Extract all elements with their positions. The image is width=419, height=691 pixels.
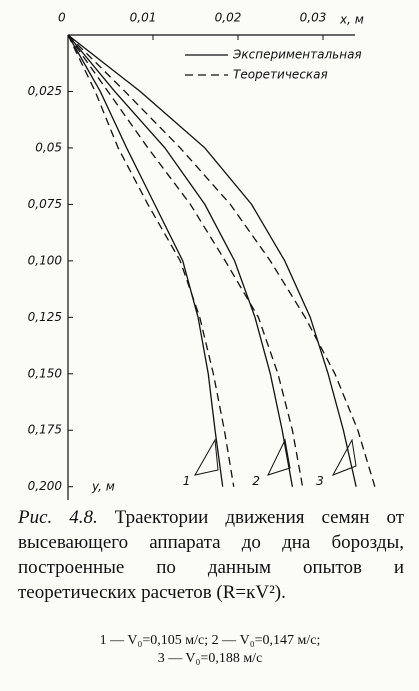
- curve-label: 2: [252, 474, 260, 488]
- chart: 0 x, м y, м 0,01 0,02 0,03 0,025 0,05 0,075 0,…: [28, 11, 376, 500]
- y-tick-label: 0,200: [28, 479, 63, 493]
- trajectory: [67, 34, 224, 487]
- caption-label: Рис. 4.8.: [18, 507, 98, 528]
- legend-label: Теоретическая: [233, 68, 328, 82]
- note: 3 — V₀=0,188 м/с: [157, 651, 263, 666]
- caption-text: Траектории движения семян от высевающего…: [18, 507, 405, 603]
- legend-label: Экспериментальная: [232, 48, 362, 62]
- trajectory: [67, 34, 376, 487]
- y-tick-label: 0,100: [28, 253, 63, 267]
- origin-label: 0: [58, 11, 66, 25]
- x-tick-label: 0,03: [300, 11, 327, 25]
- x-tick-label: 0,01: [130, 11, 157, 25]
- caption-notes: 1 — V₀=0,105 м/с; 2 — V₀=0,147 м/с; 3 — V…: [10, 632, 410, 668]
- note: 1 — V₀=0,105 м/с; 2 — V₀=0,147 м/с;: [99, 633, 321, 648]
- trajectory: [67, 34, 304, 487]
- y-axis-label: y, м: [91, 480, 115, 494]
- caption: Рис. 4.8. Траектории движения семян от в…: [18, 505, 404, 605]
- angle-marks: [194, 438, 357, 476]
- y-tick-label: 0,175: [28, 423, 62, 437]
- x-tick-label: 0,02: [215, 11, 242, 25]
- y-tick-label: 0,125: [28, 310, 62, 324]
- curve-label: 3: [316, 474, 324, 488]
- y-tick-label: 0,05: [35, 140, 62, 154]
- y-tick-label: 0,150: [28, 366, 63, 380]
- x-axis-label: x, м: [339, 13, 364, 27]
- y-tick-label: 0,075: [28, 197, 62, 211]
- trajectory: [67, 34, 357, 487]
- curve-label: 1: [183, 474, 191, 488]
- trajectory: [67, 34, 294, 487]
- y-tick-label: 0,025: [28, 84, 62, 98]
- trajectory: [67, 34, 235, 487]
